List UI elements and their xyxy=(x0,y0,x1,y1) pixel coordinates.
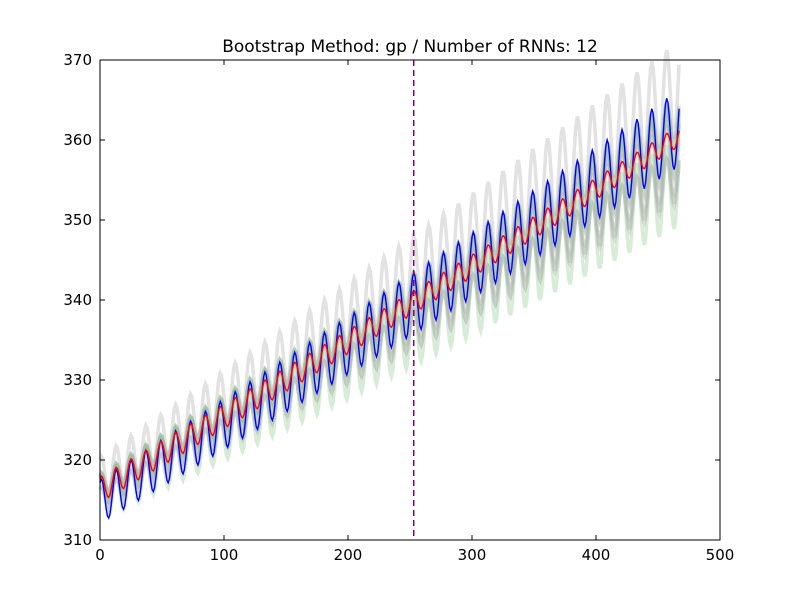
chart-title: Bootstrap Method: gp / Number of RNNs: 1… xyxy=(222,37,598,57)
bootstrap-path xyxy=(98,154,681,505)
y-tick-label: 360 xyxy=(63,131,92,149)
y-tick-label: 370 xyxy=(63,51,92,69)
x-tick-label: 0 xyxy=(95,546,105,564)
series-group xyxy=(99,98,680,520)
axis-ticks: 0 100 200 300 400 500 310 320 330 340 350 360 370 xyxy=(63,51,734,564)
x-tick-label: 100 xyxy=(210,546,239,564)
y-tick-label: 320 xyxy=(63,451,92,469)
x-tick-label: 400 xyxy=(582,546,611,564)
x-tick-label: 500 xyxy=(706,546,735,564)
bootstrap-path xyxy=(98,49,681,499)
y-tick-label: 330 xyxy=(63,371,92,389)
bootstrap-path xyxy=(98,144,681,521)
y-tick-label: 310 xyxy=(63,531,92,549)
bootstrap-path xyxy=(98,101,681,493)
x-tick-label: 300 xyxy=(458,546,487,564)
y-tick-label: 350 xyxy=(63,211,92,229)
observed-series-line xyxy=(99,98,680,520)
y-tick-label: 340 xyxy=(63,291,92,309)
bootstrap-path xyxy=(98,97,681,494)
ensemble-mean-series-line xyxy=(99,130,680,499)
x-tick-label: 200 xyxy=(334,546,363,564)
